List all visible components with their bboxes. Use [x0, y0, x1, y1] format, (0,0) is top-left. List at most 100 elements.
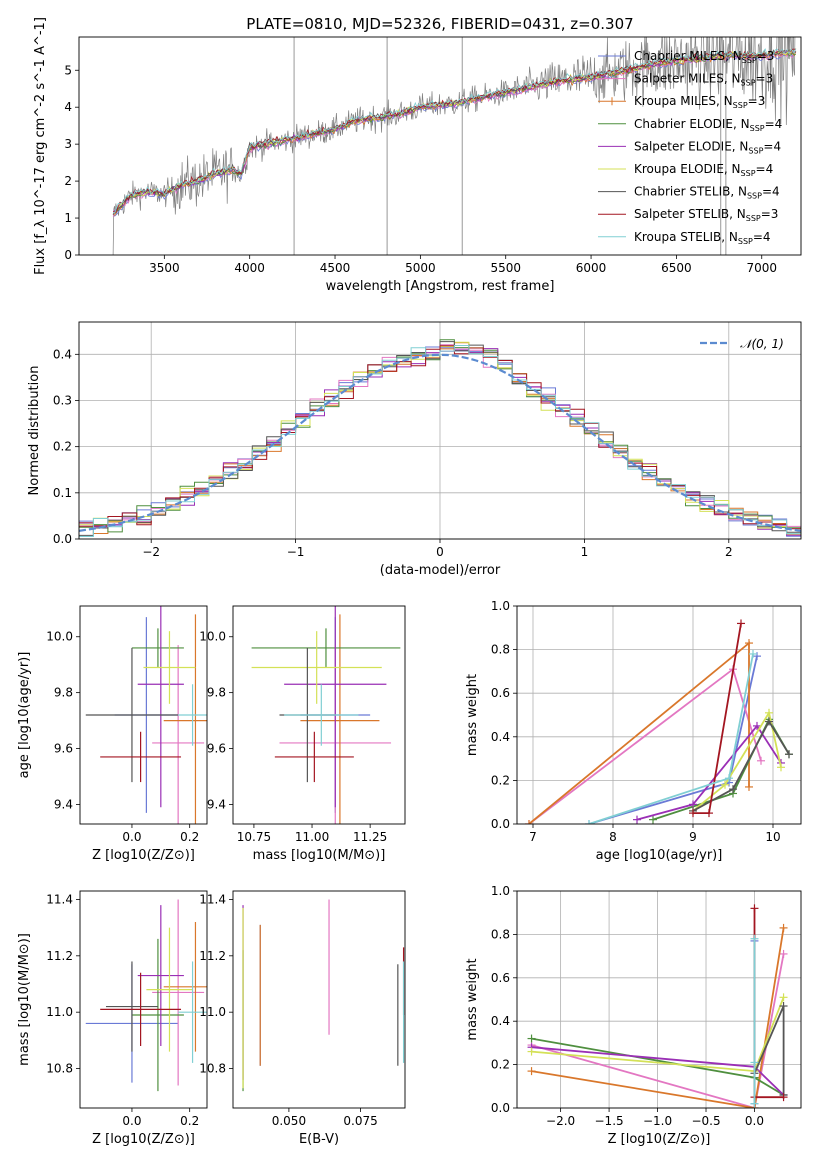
axes-mass_vs_Z: 0.0 0.2 10.8 11.0 11.2 11.4 Z [log10(Z/Z⊙)] mas…	[17, 890, 208, 1147]
x-axis-label: age [log10(age/yr)]	[596, 848, 723, 863]
x-tick-label: 6500	[661, 261, 692, 275]
residual-histogram	[79, 341, 801, 536]
legend-nssp: =4	[753, 230, 771, 244]
x-tick-label: 2	[725, 545, 733, 559]
legend-nssp: =4	[765, 117, 783, 131]
y-tick-label: 0	[64, 248, 72, 262]
y-axis-label: age [log10(age/yr)]	[17, 652, 32, 779]
x-tick-label: 8	[609, 830, 617, 844]
x-tick-label: 5000	[405, 261, 436, 275]
mass-weight-line	[528, 667, 762, 824]
legend-subscript: SSP	[741, 79, 756, 88]
y-tick-label: 11.2	[199, 949, 226, 963]
legend-subscript: SSP	[747, 192, 762, 201]
x-axis-label: Z [log10(Z/Z⊙)]	[92, 1132, 195, 1147]
x-tick-label: −0.5	[691, 1114, 720, 1128]
x-tick-label: 0.0	[122, 830, 141, 844]
y-tick-label: 0.0	[491, 817, 510, 831]
y-tick-label: 10.0	[199, 630, 226, 644]
y-tick-label: 10.0	[46, 630, 73, 644]
y-tick-label: 0.8	[491, 643, 510, 657]
y-tick-label: 0.6	[491, 686, 510, 700]
y-tick-label: 0.4	[491, 1014, 510, 1028]
figure-title: PLATE=0810, MJD=52326, FIBERID=0431, z=0…	[246, 15, 633, 33]
axes-frame	[78, 321, 802, 540]
y-axis-label: Flux [f_λ 10^-17 erg cm^-2 s^-1 A^-1]	[33, 17, 48, 275]
legend-subscript: SSP	[741, 169, 756, 178]
x-tick-label: 4500	[320, 261, 351, 275]
x-tick-label: −1.5	[595, 1114, 624, 1128]
axes-mass_vs_EBV: 0.050 0.075 10.8 11.0 11.2 11.4 E(B-V)	[199, 890, 406, 1147]
y-tick-label: 0.2	[491, 773, 510, 787]
legend-subscript: SSP	[750, 124, 765, 133]
y-tick-label: 11.2	[46, 949, 73, 963]
y-axis-label: mass weight	[465, 674, 480, 756]
y-tick-label: 0.0	[491, 1101, 510, 1115]
x-tick-label: −2	[142, 545, 160, 559]
x-tick-label: 10	[765, 830, 780, 844]
legend-label: Chabrier STELIB, NSSP=4	[634, 185, 780, 201]
x-tick-label: 0.0	[745, 1114, 764, 1128]
x-tick-label: 7000	[746, 261, 777, 275]
x-tick-label: −1.0	[643, 1114, 672, 1128]
legend-label: Salpeter MILES, NSSP=3	[634, 72, 773, 88]
y-tick-label: 11.0	[199, 1005, 226, 1019]
y-tick-label: 10.8	[199, 1062, 226, 1076]
legend-subscript: SSP	[748, 146, 763, 155]
plot-area-massweight_vs_Z	[527, 904, 788, 1108]
residual-histogram	[79, 345, 801, 530]
x-tick-label: 0.0	[122, 1114, 141, 1128]
mass-weight-line	[692, 710, 782, 812]
y-tick-label: 11.4	[199, 892, 226, 906]
y-tick-label: 9.4	[54, 797, 73, 811]
axes-frame	[516, 605, 802, 825]
y-tick-label: 1.0	[491, 599, 510, 613]
y-tick-label: 0.2	[53, 440, 72, 454]
x-tick-label: 3500	[149, 261, 180, 275]
y-tick-label: 2	[64, 174, 72, 188]
y-axis-label: mass [log10(M/M⊙)]	[17, 933, 32, 1066]
mass-weight-line	[588, 653, 754, 824]
x-tick-label: −2.0	[546, 1114, 575, 1128]
plot-area-age_vs_Z	[85, 606, 207, 824]
y-tick-label: 9.8	[207, 686, 226, 700]
axes-massweight_vs_age: 7 8 9 10 0.0 0.2 0.4 0.6 0.8 1.0 age [log10(age/yr…	[465, 599, 802, 863]
axes-frame	[79, 605, 208, 825]
axes-age_vs_mass: 10.75 11.00 11.25 9.4 9.6 9.8 10.0 mass [log10(…	[199, 605, 406, 863]
mass-weight-line	[636, 724, 782, 821]
legend-nssp: =4	[763, 139, 781, 153]
x-tick-label: 4000	[234, 261, 265, 275]
mass-weight-line	[528, 641, 750, 824]
mass-weight-line	[693, 623, 742, 814]
y-tick-label: 0.4	[491, 730, 510, 744]
plot-area-mass_vs_Z	[85, 899, 207, 1092]
mass-weight-line	[753, 908, 784, 1099]
y-tick-label: 0.6	[491, 971, 510, 985]
legend-label: 𝒩(0, 1)	[740, 337, 784, 351]
y-tick-label: 10.8	[46, 1062, 73, 1076]
legend-label: Chabrier ELODIE, NSSP=4	[634, 117, 782, 133]
legend-nssp: =4	[756, 162, 774, 176]
x-tick-label: 5500	[490, 261, 521, 275]
x-tick-label: 6000	[576, 261, 607, 275]
legend-subscript: SSP	[742, 56, 757, 65]
plot-area-mass_vs_EBV	[242, 899, 405, 1092]
y-tick-label: 9.4	[207, 797, 226, 811]
x-axis-label: Z [log10(Z/Z⊙)]	[608, 1132, 711, 1147]
axes-frame	[232, 605, 406, 825]
mass-weight-line	[531, 927, 785, 1108]
axes-spectrum: 3500 4000 4500 5000 5500 6000 6500 7000 0 1 2 3 4 5 wa…	[33, 17, 802, 294]
legend-nssp: =4	[762, 185, 780, 199]
legend-label: Salpeter STELIB, NSSP=3	[634, 207, 778, 223]
legend-subscript: SSP	[733, 101, 748, 110]
y-tick-label: 5	[64, 63, 72, 77]
axes-frame	[516, 890, 802, 1109]
plot-area-massweight_vs_age	[525, 619, 793, 824]
y-tick-label: 11.0	[46, 1005, 73, 1019]
y-tick-label: 3	[64, 137, 72, 151]
x-axis-label: Z [log10(Z/Z⊙)]	[92, 848, 195, 863]
x-axis-label: E(B-V)	[299, 1132, 339, 1147]
x-tick-label: 0.075	[343, 1114, 377, 1128]
legend-nssp: =3	[756, 72, 774, 86]
x-tick-label: 0.050	[272, 1114, 306, 1128]
